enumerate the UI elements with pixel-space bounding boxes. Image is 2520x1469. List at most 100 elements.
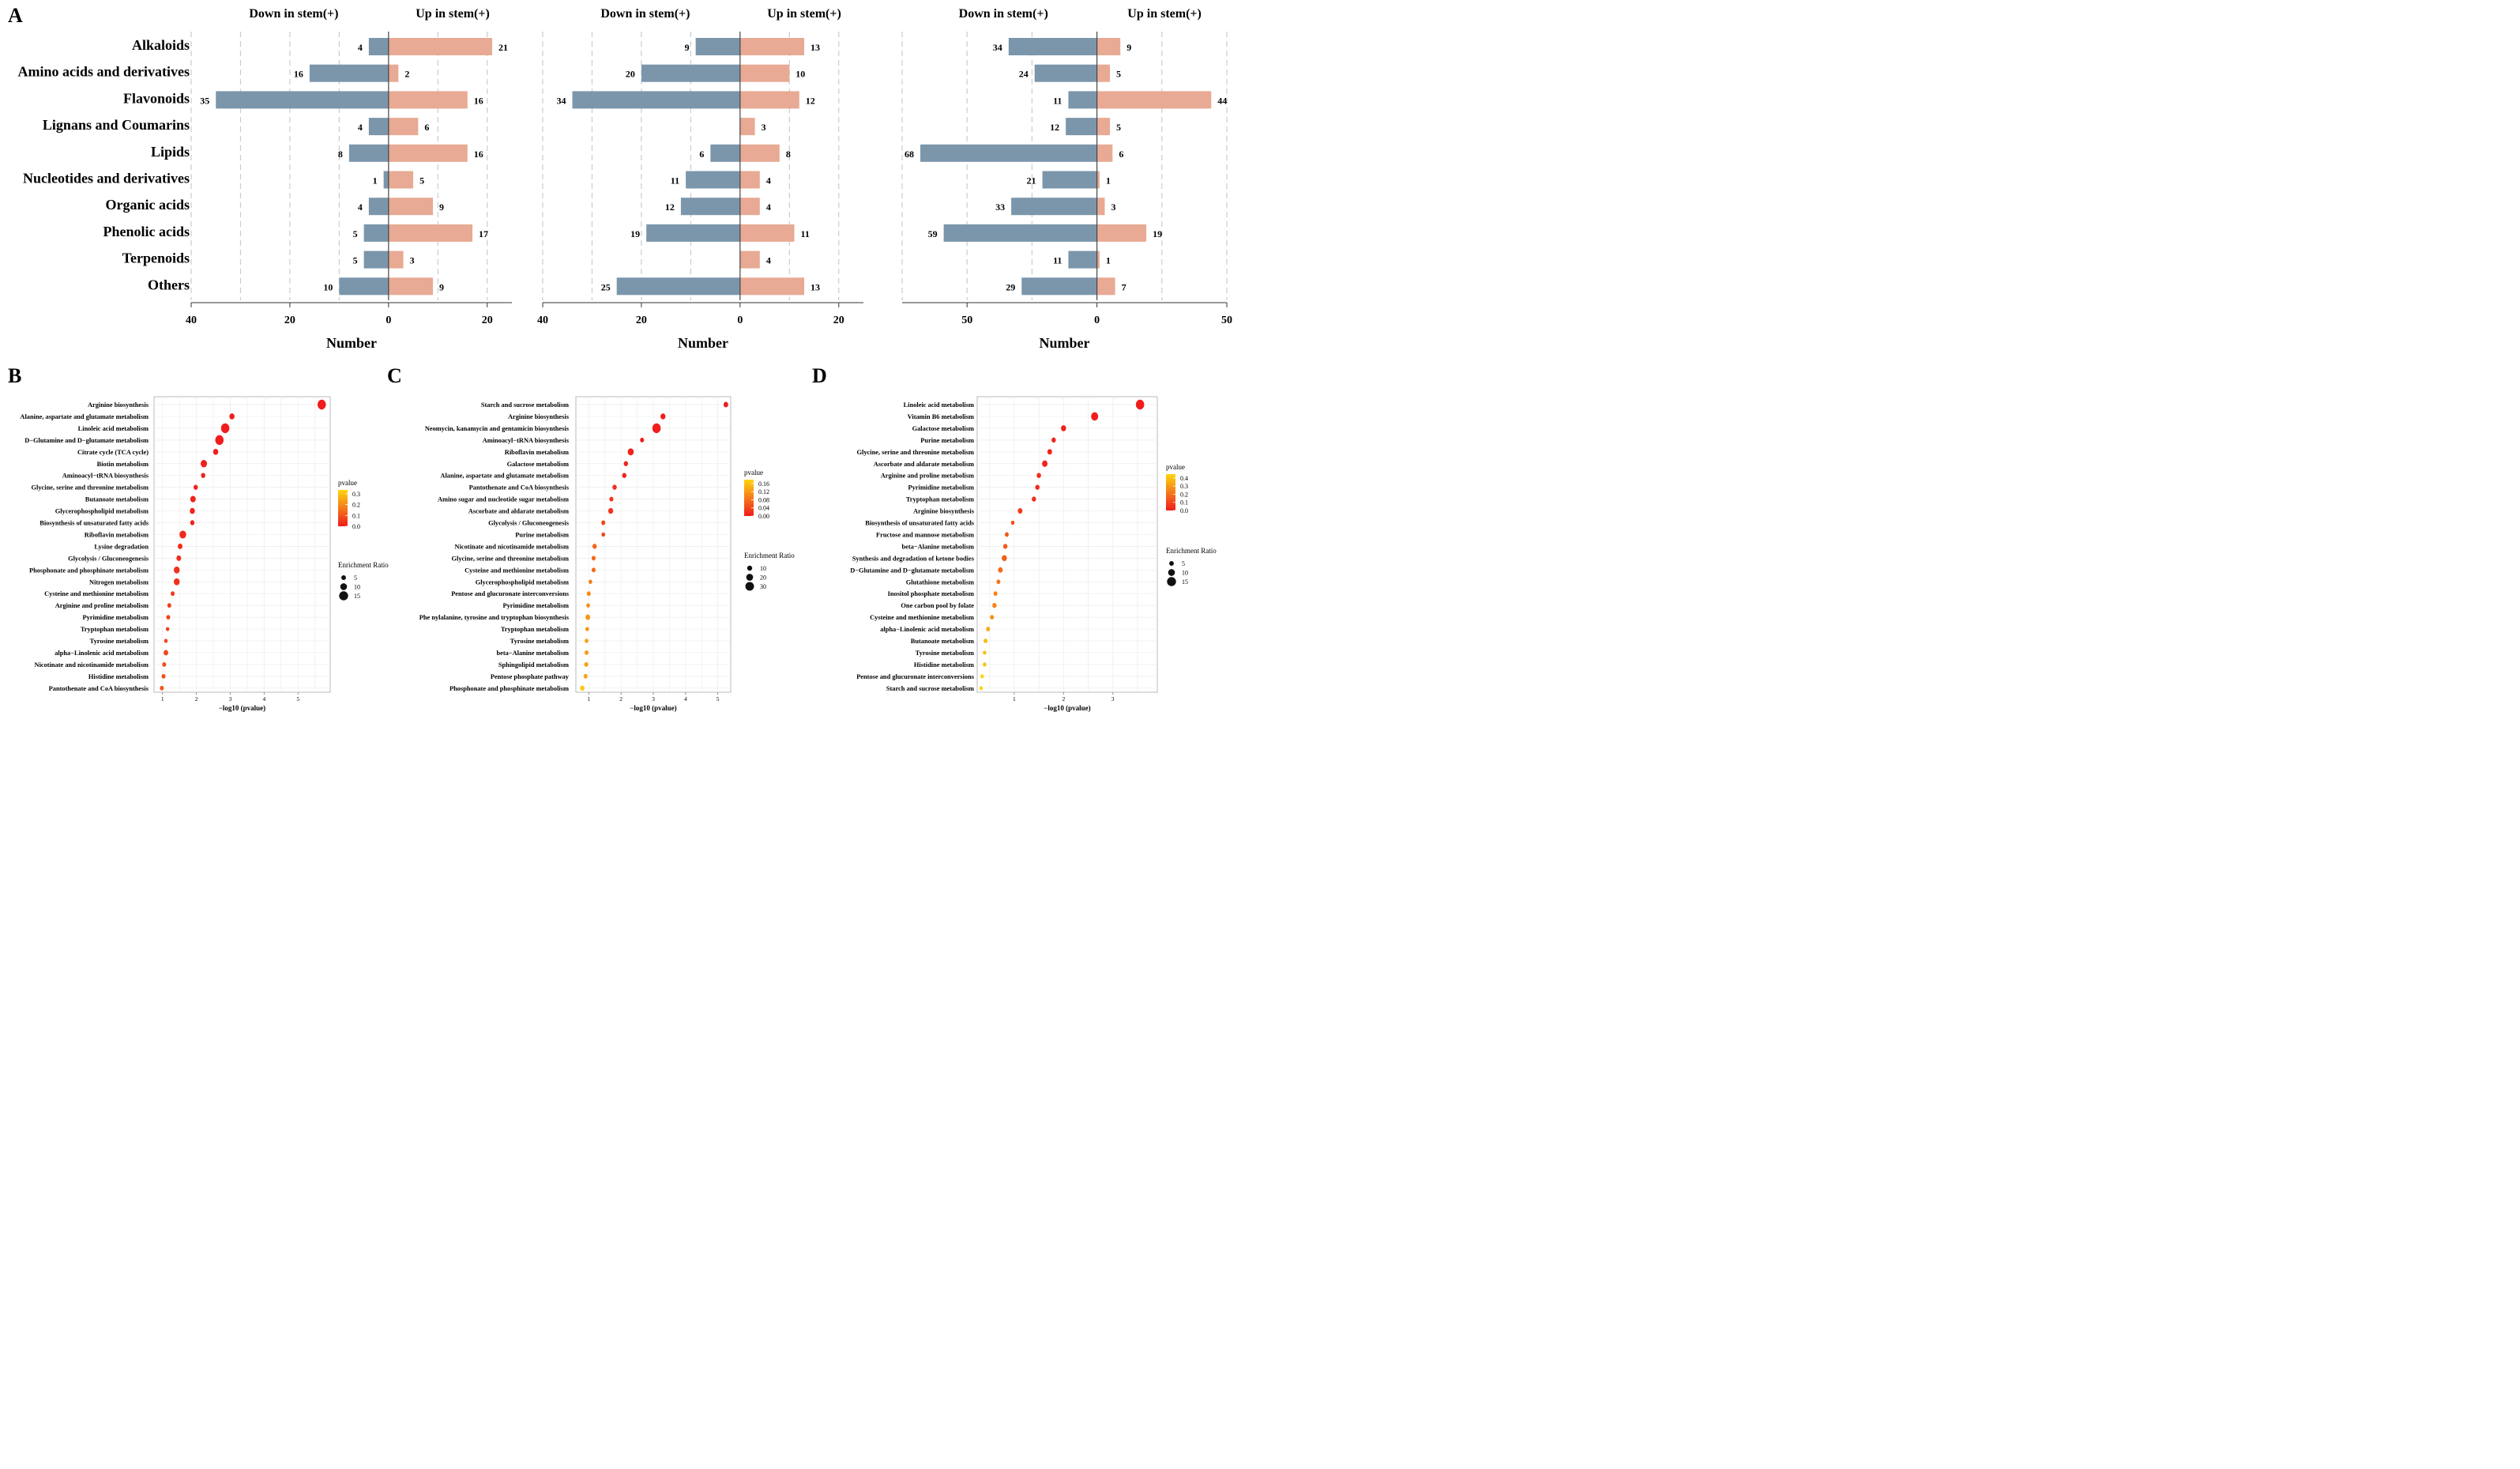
data-label-down: 10 <box>323 281 333 292</box>
bubble-point-5 <box>627 448 634 456</box>
bar-down-1 <box>695 38 740 55</box>
pathway-label: Linoleic acid metabolism <box>78 425 149 432</box>
pathway-label: Pyrimidine metabolism <box>908 484 974 492</box>
bubble-point-24 <box>980 674 984 679</box>
pathway-label: Biosynthesis of unsaturated fatty acids <box>865 520 974 527</box>
bar-down-10 <box>1021 277 1097 296</box>
x-tick-label: 5 <box>296 695 299 702</box>
bar-down-8 <box>363 224 389 242</box>
x-tick-label: 0 <box>1094 315 1100 326</box>
size-legend-label: 30 <box>760 583 766 590</box>
bubble-point-13 <box>592 544 597 549</box>
data-label-down: 24 <box>1019 69 1029 80</box>
pathway-label: Butanoate metabolism <box>85 496 149 503</box>
data-label-down: 11 <box>1053 255 1062 266</box>
pathway-label: Glycolysis / Gluconeogenesis <box>488 520 570 527</box>
bar-down-10 <box>616 277 740 296</box>
pathway-label: Glycerophospholipid metabolism <box>476 578 569 586</box>
data-label-up: 8 <box>786 149 791 160</box>
pathway-label: D−Glutamine and D−glutamate metabolism <box>850 567 974 574</box>
bar-down-5 <box>710 144 740 162</box>
bubble-point-25 <box>160 685 164 691</box>
bubble-point-3 <box>652 423 661 434</box>
pathway-label: Cysteine and methionine metabolism <box>44 590 149 597</box>
bubble-point-19 <box>990 615 995 620</box>
pathway-label: Glycine, serine and threonine metabolism <box>32 484 149 492</box>
bar-up-1 <box>388 38 493 55</box>
pathway-label: Phosphonate and phosphinate metabolism <box>449 685 569 692</box>
data-label-down: 25 <box>601 281 611 292</box>
pathway-label: Pantothenate and CoA biosynthesis <box>49 685 149 692</box>
bubble-point-18 <box>992 602 997 608</box>
x-tick-label: 20 <box>636 315 647 326</box>
size-legend-title: Enrichment Ratio <box>338 561 389 569</box>
bar-down-7 <box>680 198 740 216</box>
bar-up-7 <box>1096 198 1105 216</box>
data-label-down: 68 <box>905 149 914 160</box>
x-tick-label: 3 <box>229 695 232 702</box>
bubble-point-9 <box>190 495 196 503</box>
bubble-point-19 <box>585 614 591 620</box>
data-label-down: 11 <box>671 175 679 186</box>
bubble-point-18 <box>167 603 171 608</box>
pathway-label: Pyrimidine metabolism <box>82 614 149 621</box>
data-label-down: 19 <box>630 228 640 239</box>
size-legend-dot <box>747 565 753 571</box>
size-legend-label: 5 <box>1182 560 1185 567</box>
bubble-point-9 <box>609 496 614 502</box>
data-label-up: 19 <box>1153 228 1162 239</box>
color-bar-tick-label: 0.2 <box>352 502 360 509</box>
size-legend-dot <box>1169 561 1174 566</box>
size-legend-dot <box>339 591 348 601</box>
pathway-label: Biosynthesis of unsaturated fatty acids <box>39 520 149 527</box>
data-label-up: 3 <box>1111 202 1115 213</box>
bar-up-2 <box>388 64 399 82</box>
bar-up-5 <box>388 144 468 162</box>
x-tick-label: 1 <box>161 695 164 702</box>
bar-up-9 <box>1096 250 1100 269</box>
color-bar-tick-label: 0.1 <box>1180 499 1188 507</box>
size-legend-dot <box>1168 569 1175 576</box>
x-tick-label: 3 <box>652 695 655 702</box>
bar-down-3 <box>1068 91 1097 109</box>
pathway-label: Riboflavin metabolism <box>505 449 569 456</box>
bubble-point-8 <box>1035 484 1040 490</box>
bar-down-2 <box>641 64 740 82</box>
pathway-label: alpha−Linolenic acid metabolism <box>880 626 974 633</box>
color-bar-tick-label: 0.0 <box>352 523 360 530</box>
bubble-point-5 <box>213 449 219 455</box>
bubble-point-10 <box>607 507 614 514</box>
bubble-point-15 <box>591 567 596 573</box>
bar-up-8 <box>739 224 795 242</box>
pathway-label: Glycerophospholipid metabolism <box>55 508 149 515</box>
panel-a-bar-charts: Down in stem(+) Up in stem(+)4 21Alkaloids… <box>17 7 1232 351</box>
x-tick-label: 50 <box>1221 315 1232 326</box>
category-label: Lignans and Coumarins <box>43 117 190 133</box>
pathway-label: Arginine and proline metabolism <box>55 602 149 609</box>
pathway-label: Nicotinate and nicotinamide metabolism <box>35 661 149 669</box>
header-down-in-stem: Down in stem(+) <box>600 7 690 21</box>
bar-up-10 <box>388 277 434 296</box>
bar-up-4 <box>388 118 419 136</box>
pathway-label: Biotin metabolism <box>97 461 149 468</box>
bubble-point-4 <box>1051 437 1056 443</box>
color-bar-tick-label: 0.08 <box>758 496 769 503</box>
panel-bcd-bubble-charts: Arginine biosynthesis Alanine, aspartate … <box>20 396 1217 712</box>
pathway-label: Ascorbate and aldarate metabolism <box>468 508 569 515</box>
x-tick-label: 3 <box>1111 695 1115 702</box>
pathway-label: Butanoate metabolism <box>911 638 974 645</box>
bar-up-7 <box>388 198 434 216</box>
pathway-label: Tryptophan metabolism <box>906 496 974 503</box>
data-label-up: 4 <box>766 175 771 186</box>
bubble-point-4 <box>215 435 224 446</box>
plot-frame <box>153 396 331 693</box>
size-legend-label: 15 <box>1182 578 1188 586</box>
bubble-point-16 <box>589 579 592 584</box>
data-label-up: 9 <box>439 202 444 213</box>
bubble-point-15 <box>998 567 1003 573</box>
data-label-up: 44 <box>1217 95 1227 106</box>
panel-letter-a: A <box>8 4 23 27</box>
panel-letter-d: D <box>812 364 827 387</box>
size-legend-label: 10 <box>354 584 360 591</box>
